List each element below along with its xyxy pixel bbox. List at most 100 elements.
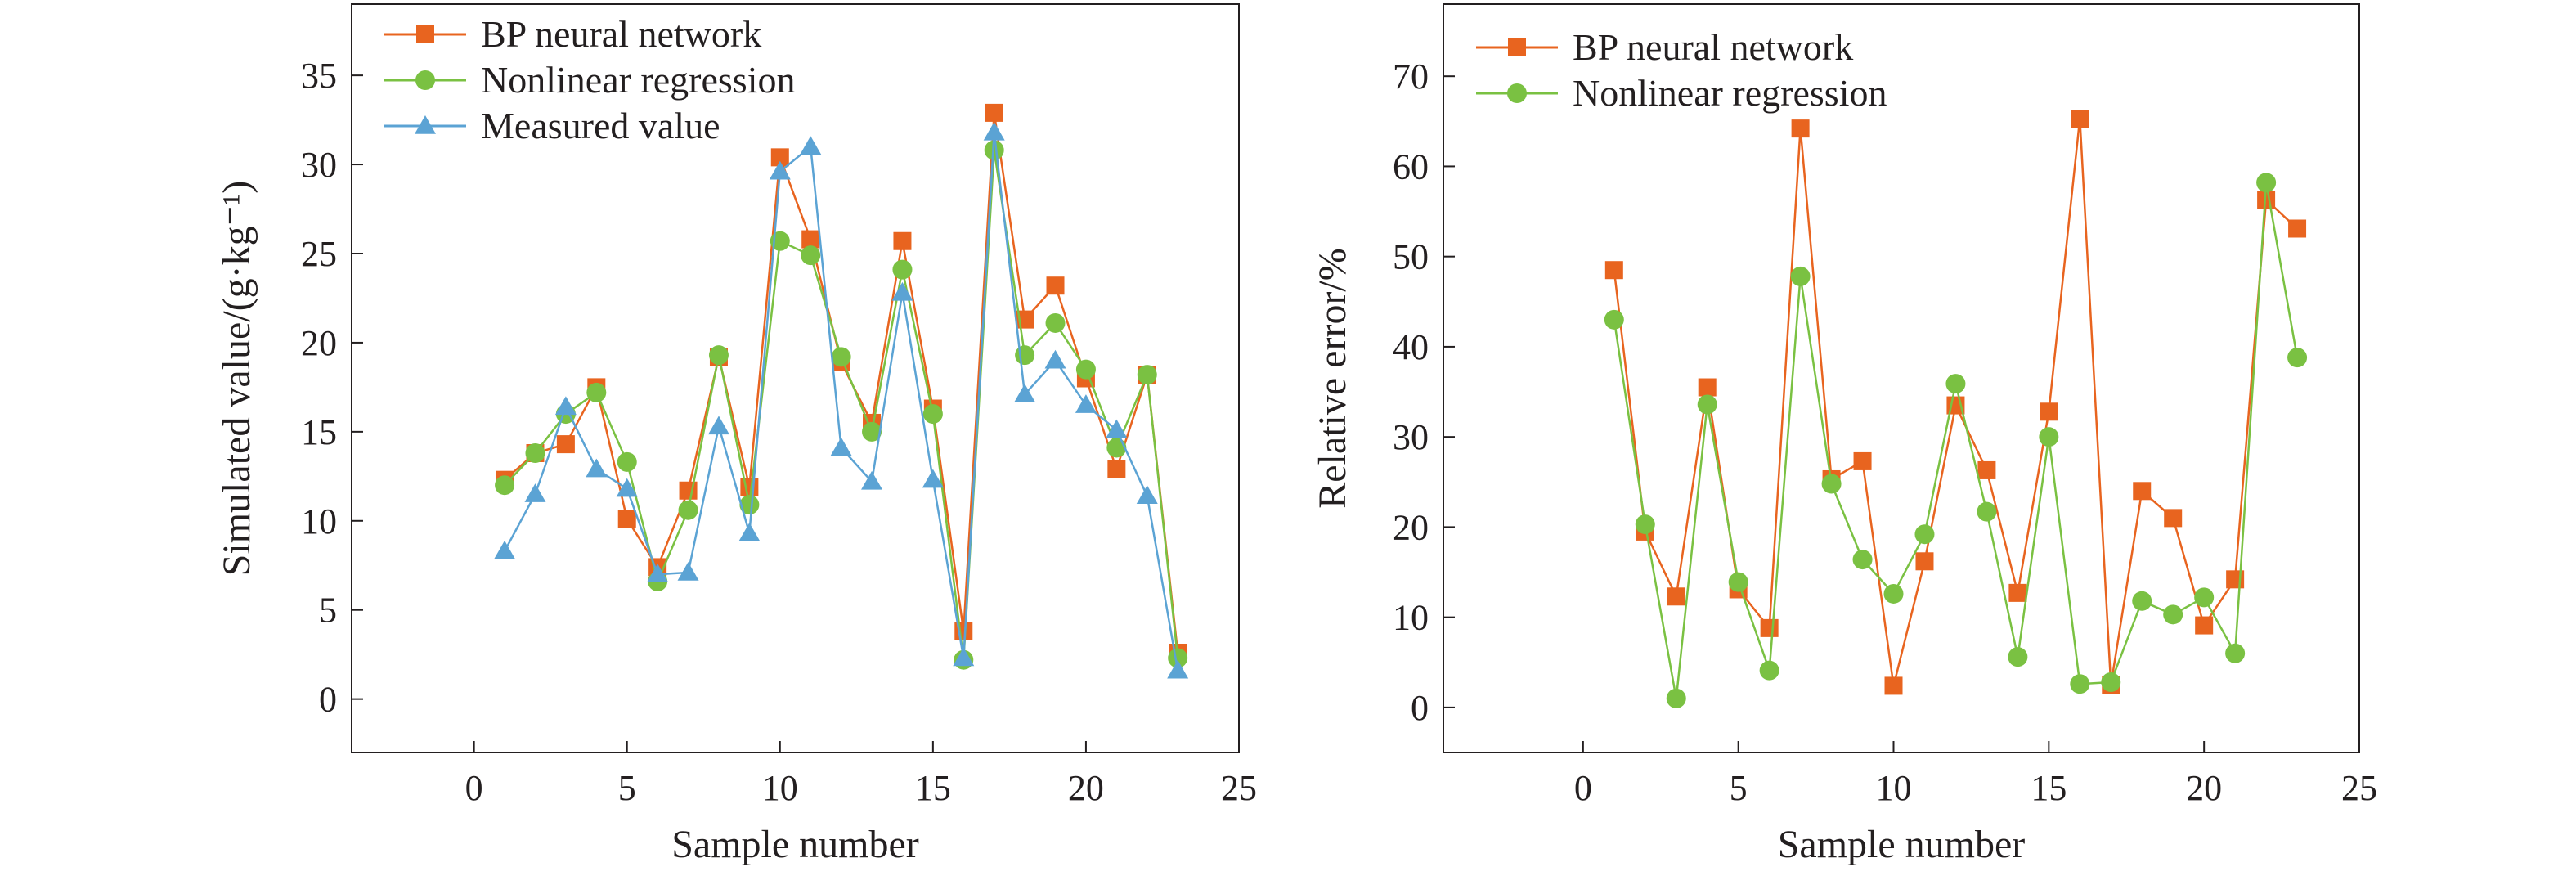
series-3: [494, 121, 1189, 679]
data-point: [495, 475, 515, 496]
data-point: [1075, 394, 1097, 413]
chart-panel-1: 0 5 10 15 20 25 30 35 0 5 10 15 20 25 Sample number Sim…: [215, 3, 1257, 866]
y-axis-title: Relative error/%: [1311, 248, 1354, 509]
data-point: [679, 481, 698, 500]
data-point: [892, 259, 913, 280]
x-tick-label: 0: [1574, 768, 1592, 808]
data-point: [2039, 427, 2059, 447]
y-tick-label: 35: [301, 56, 337, 96]
series-line: [504, 112, 1179, 654]
data-point: [830, 437, 852, 456]
data-point: [2195, 616, 2214, 635]
data-point: [1790, 266, 1811, 286]
data-point: [984, 140, 1004, 160]
y-tick-label: 0: [1411, 688, 1429, 728]
data-point: [985, 103, 1003, 122]
data-point: [1136, 485, 1158, 505]
data-point: [769, 160, 791, 180]
data-point: [891, 281, 913, 301]
plot-frame: [1443, 3, 2360, 753]
data-point: [2008, 583, 2027, 602]
y-tick-label: 5: [319, 591, 337, 631]
data-point: [1884, 676, 1903, 695]
y-tick-label: 40: [1393, 327, 1429, 367]
x-tick-label: 10: [1876, 768, 1912, 808]
data-point: [1106, 438, 1127, 458]
data-point: [1915, 552, 1934, 571]
data-point: [922, 404, 943, 425]
x-tick-label: 20: [2186, 768, 2222, 808]
legend-marker: [416, 25, 434, 43]
data-point: [2256, 173, 2277, 193]
data-point: [770, 148, 789, 167]
data-point: [2071, 110, 2089, 128]
data-point: [1168, 648, 1188, 668]
y-tick-label: 30: [1393, 417, 1429, 457]
y-tick-label: 50: [1393, 237, 1429, 277]
data-point: [2133, 482, 2152, 501]
data-point: [1852, 550, 1873, 570]
data-point: [556, 435, 575, 454]
data-point: [708, 345, 729, 366]
legend-entry: Measured value: [384, 105, 720, 146]
data-point: [554, 396, 577, 416]
chart-panel-2: 0 10 20 30 40 50 60 70 0 5 10 15 20 25 Sample number Re…: [1311, 3, 2377, 866]
data-point: [739, 495, 760, 515]
data-point: [647, 564, 669, 582]
y-tick-label: 0: [319, 680, 337, 720]
data-point: [1667, 587, 1685, 606]
data-point: [1137, 365, 1157, 385]
y-tick-label: 30: [301, 145, 337, 185]
legend-marker: [1507, 83, 1527, 103]
data-point: [2132, 591, 2152, 611]
data-point: [861, 470, 883, 490]
y-tick-label: 20: [1393, 507, 1429, 547]
data-point: [831, 347, 851, 367]
data-point: [1977, 501, 1997, 522]
data-point: [1045, 312, 1066, 333]
data-point: [1791, 119, 1810, 138]
data-point: [617, 510, 636, 528]
legend-label: Measured value: [481, 105, 720, 146]
legend-marker: [1508, 38, 1526, 56]
legend-entry: Nonlinear regression: [1476, 72, 1887, 114]
data-point: [800, 136, 822, 155]
data-point: [1014, 384, 1036, 402]
data-point: [1107, 460, 1126, 478]
data-point: [2194, 587, 2215, 608]
data-point: [1853, 451, 1872, 470]
x-tick-label: 25: [1221, 768, 1257, 808]
data-point: [525, 443, 545, 463]
x-axis-title: Sample number: [671, 823, 919, 866]
data-point: [1015, 345, 1035, 366]
data-point: [1759, 660, 1779, 681]
data-point: [1075, 359, 1096, 380]
data-point: [677, 561, 699, 581]
data-point: [893, 231, 912, 250]
data-point: [586, 382, 607, 402]
data-point: [1044, 349, 1066, 369]
x-tick-label: 10: [762, 768, 798, 808]
data-point: [1046, 276, 1065, 295]
data-point: [586, 458, 608, 478]
data-point: [1697, 394, 1717, 415]
data-point: [1635, 514, 1655, 535]
data-point: [1760, 618, 1779, 637]
x-tick-label: 0: [465, 768, 483, 808]
y-tick-label: 25: [301, 234, 337, 274]
data-point: [1106, 419, 1128, 438]
series-2: [1604, 173, 2308, 708]
x-tick-label: 25: [2341, 768, 2377, 808]
y-tick-label: 70: [1393, 56, 1429, 97]
legend-label: Nonlinear regression: [1573, 72, 1887, 114]
data-point: [1167, 659, 1189, 679]
data-point: [1698, 378, 1717, 397]
data-point: [1821, 474, 1842, 494]
data-point: [2287, 348, 2308, 368]
data-point: [2101, 672, 2121, 693]
data-point: [2070, 674, 2090, 694]
data-point: [678, 500, 698, 520]
y-tick-label: 20: [301, 323, 337, 363]
